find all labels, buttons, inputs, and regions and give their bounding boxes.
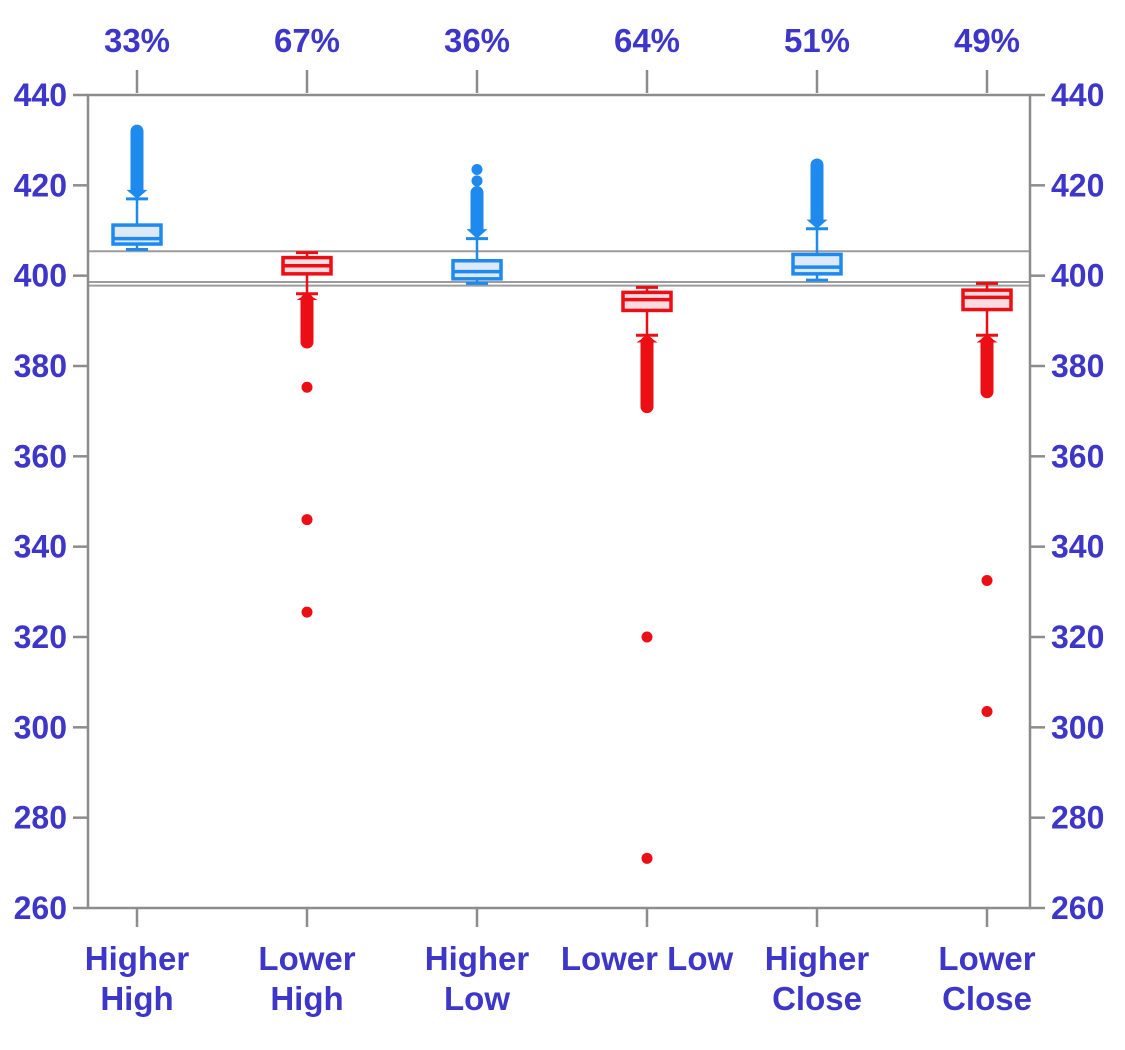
plot-frame: [86, 93, 1032, 910]
category-label-higher-low-line2: Low: [444, 980, 510, 1017]
pct-label-lower-low: 64%: [614, 22, 680, 59]
outlier-dot-lower-high-0: [301, 381, 313, 393]
category-label-lower-low-line1: Lower Low: [561, 940, 734, 977]
pct-label-higher-low: 36%: [444, 22, 510, 59]
category-label-lower-close-line1: Lower: [938, 940, 1035, 977]
box-body-higher-low: [451, 259, 503, 281]
y-axis-label-left-340: 340: [14, 529, 67, 565]
y-axis-label-left-420: 420: [14, 167, 67, 203]
y-axis-label-right-420: 420: [1051, 167, 1104, 203]
outlier-dot-lower-low-1: [641, 852, 653, 864]
y-axis-label-left-380: 380: [14, 348, 67, 384]
outlier-dot-lower-low-0: [641, 631, 653, 643]
y-axis-label-right-340: 340: [1051, 529, 1104, 565]
y-axis-label-left-280: 280: [14, 800, 67, 836]
y-axis-label-right-440: 440: [1051, 77, 1104, 113]
y-axis-label-right-360: 360: [1051, 438, 1104, 474]
outlier-dot-higher-low-0: [471, 175, 483, 187]
pct-label-higher-high: 33%: [104, 22, 170, 59]
y-axis-label-left-400: 400: [14, 258, 67, 294]
outlier-dot-lower-close-0: [981, 575, 993, 587]
y-axis-label-left-260: 260: [14, 890, 67, 926]
category-label-higher-close-line2: Close: [772, 980, 862, 1017]
category-label-lower-high-line1: Lower: [258, 940, 355, 977]
y-axis-label-right-300: 300: [1051, 709, 1104, 745]
outlier-dot-lower-close-1: [981, 706, 993, 718]
outlier-dot-higher-low-1: [471, 164, 483, 176]
y-axis-label-right-320: 320: [1051, 619, 1104, 655]
box-body-higher-high: [111, 223, 163, 246]
category-label-higher-close-line1: Higher: [765, 940, 870, 977]
box-body-lower-low: [621, 290, 673, 313]
y-axis-label-right-260: 260: [1051, 890, 1104, 926]
category-label-higher-high-line2: High: [100, 980, 173, 1017]
y-axis-label-left-360: 360: [14, 438, 67, 474]
box-body-higher-close: [791, 252, 843, 276]
y-axis-label-right-280: 280: [1051, 800, 1104, 836]
category-label-higher-low-line1: Higher: [425, 940, 530, 977]
box-body-lower-close: [961, 288, 1013, 312]
category-label-lower-high-line2: High: [270, 980, 343, 1017]
pct-label-lower-high: 67%: [274, 22, 340, 59]
category-label-higher-high-line1: Higher: [85, 940, 190, 977]
y-axis-label-right-400: 400: [1051, 258, 1104, 294]
y-axis-label-left-320: 320: [14, 619, 67, 655]
pct-label-higher-close: 51%: [784, 22, 850, 59]
category-label-lower-close-line2: Close: [942, 980, 1032, 1017]
outlier-dot-lower-high-1: [301, 514, 313, 526]
y-axis-label-left-300: 300: [14, 709, 67, 745]
y-axis-label-right-380: 380: [1051, 348, 1104, 384]
pct-label-lower-close: 49%: [954, 22, 1020, 59]
y-axis-label-left-440: 440: [14, 77, 67, 113]
outlier-dot-lower-high-2: [301, 606, 313, 618]
